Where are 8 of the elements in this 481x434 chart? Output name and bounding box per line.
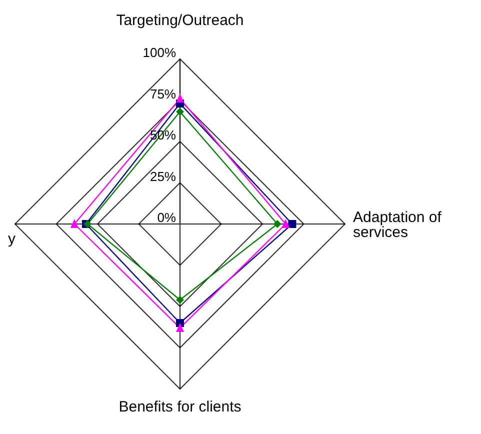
spoke-label: Targeting/Outreach [116,12,244,29]
spoke-label: Adaptation of services [353,208,442,241]
spoke-label: Benefits for clients [118,398,242,416]
y-tick-label: 100% [142,45,176,60]
y-tick-label: 25% [150,168,176,184]
y-tick-label: 0% [157,210,176,225]
y-tick-label: 75% [150,86,176,102]
spoke-label: y [8,230,16,248]
